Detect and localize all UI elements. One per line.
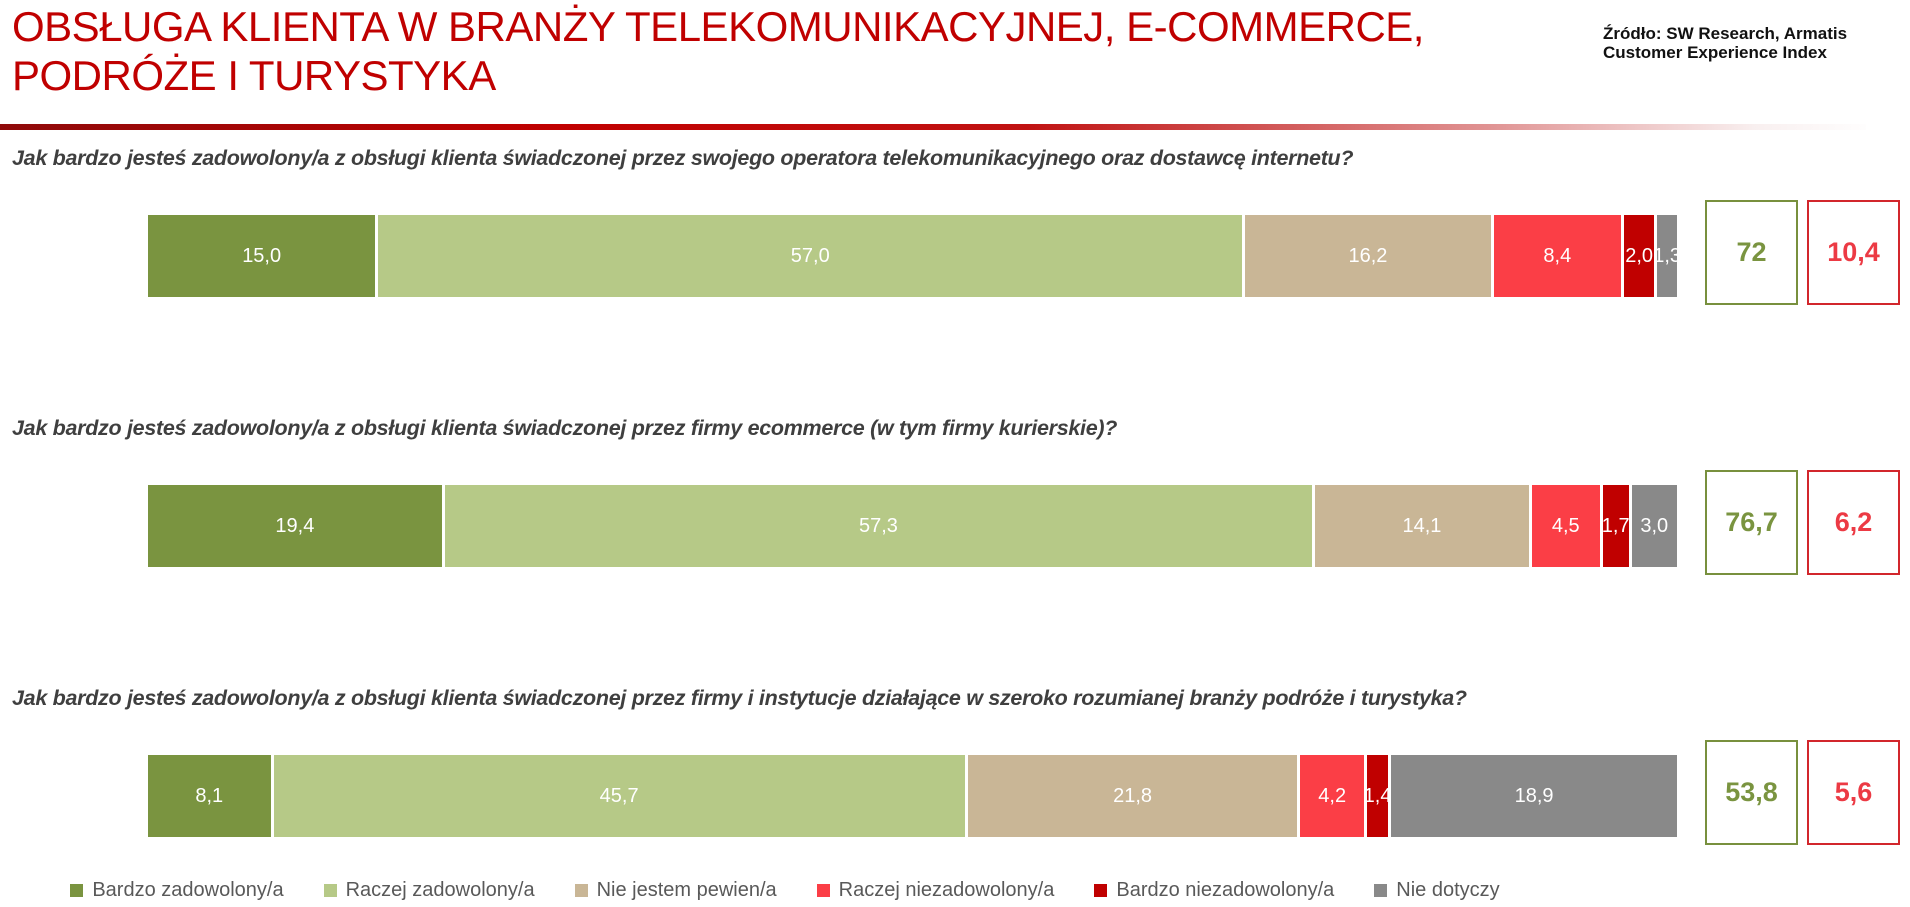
legend-label: Raczej zadowolony/a	[345, 878, 535, 901]
negative-summary-value: 6,2	[1834, 507, 1873, 537]
bar-segment-bardzo-zadowolony: 8,1	[148, 755, 271, 837]
chart-row: Jak bardzo jesteś zadowolony/a z obsługi…	[0, 686, 1910, 907]
positive-summary-value: 53,8	[1725, 777, 1778, 807]
segment-value-label: 18,9	[1514, 784, 1554, 807]
segment-value-label: 4,2	[1318, 784, 1347, 807]
segment-value-label: 57,3	[859, 514, 898, 537]
source-note-line2: Customer Experience Index	[1603, 43, 1827, 62]
legend-label: Bardzo niezadowolony/a	[1116, 878, 1335, 901]
bar-segment-bardzo-zadowolony: 19,4	[148, 485, 442, 567]
page-title-line1: OBSŁUGA KLIENTA W BRANŻY TELEKOMUNIKACYJ…	[12, 3, 1424, 50]
negative-summary-value: 5,6	[1834, 777, 1873, 807]
source-note-line1: Źródło: SW Research, Armatis	[1603, 24, 1848, 43]
segment-value-label: 1,4	[1363, 784, 1392, 807]
negative-score-box: 10,4	[1807, 200, 1900, 305]
bar-segment-bardzo-niezadowolony: 1,4	[1364, 755, 1391, 837]
legend-swatch-raczej-zadowolony	[323, 883, 337, 897]
legend-item-bardzo-zadowolony: Bardzo zadowolony/a	[70, 878, 284, 902]
segment-value-label: 57,0	[790, 244, 830, 267]
stacked-bar: 8,1 45,7 21,8 4,2 1,4 18,9	[148, 755, 1677, 837]
legend-label: Nie jestem pewien/a	[596, 878, 777, 901]
legend-item-nie-dotyczy: Nie dotyczy	[1374, 878, 1500, 902]
bar-segment-bardzo-niezadowolony: 1,7	[1601, 485, 1630, 567]
positive-score-box: 53,8	[1705, 740, 1798, 845]
segment-value-label: 1,7	[1601, 514, 1630, 537]
bar-segment-nie-dotyczy: 3,0	[1631, 485, 1677, 567]
bar-segment-bardzo-zadowolony: 15,0	[148, 215, 376, 297]
legend-swatch-bardzo-niezadowolony	[1094, 883, 1108, 897]
legend-swatch-nie-jestem-pewien	[574, 883, 588, 897]
bar-segment-nie-jestem-pewien: 16,2	[1245, 215, 1491, 297]
bar-segment-nie-jestem-pewien: 14,1	[1315, 485, 1529, 567]
bar-segment-raczej-niezadowolony: 8,4	[1493, 215, 1621, 297]
legend-label: Raczej niezadowolony/a	[838, 878, 1055, 901]
segment-value-label: 1,3	[1653, 244, 1682, 267]
bar-segment-raczej-zadowolony: 57,3	[444, 485, 1313, 567]
red-divider	[0, 124, 1866, 130]
positive-summary-value: 76,7	[1725, 507, 1778, 537]
segment-value-label: 8,1	[195, 784, 224, 807]
segment-value-label: 3,0	[1640, 514, 1669, 537]
bar-segment-raczej-zadowolony: 57,0	[378, 215, 1243, 297]
legend-item-bardzo-niezadowolony: Bardzo niezadowolony/a	[1094, 879, 1334, 902]
legend-item-raczej-zadowolony: Raczej zadowolony/a	[323, 878, 535, 902]
segment-value-label: 45,7	[599, 784, 639, 807]
segment-value-label: 4,5	[1551, 514, 1580, 537]
segment-value-label: 2,0	[1625, 244, 1654, 267]
question-title: Jak bardzo jesteś zadowolony/a z obsługi…	[12, 416, 1118, 440]
bar-segment-raczej-niezadowolony: 4,5	[1531, 485, 1600, 567]
stacked-bar: 15,0 57,0 16,2 8,4 2,0 1,3	[148, 215, 1681, 297]
chart-legend: Bardzo zadowolony/a Raczej zadowolony/a Ni…	[0, 876, 1570, 904]
source-note: Źródło: SW Research, Armatis Customer Ex…	[1603, 24, 1903, 62]
negative-summary-value: 10,4	[1827, 237, 1880, 267]
bar-segment-raczej-zadowolony: 45,7	[273, 755, 965, 837]
positive-score-box: 72	[1705, 200, 1798, 305]
legend-swatch-raczej-niezadowolony	[816, 883, 830, 897]
bar-segment-raczej-niezadowolony: 4,2	[1300, 755, 1364, 837]
bar-segment-nie-dotyczy: 18,9	[1391, 755, 1677, 837]
legend-swatch-nie-dotyczy	[1374, 883, 1388, 897]
bar-segment-nie-dotyczy: 1,3	[1653, 215, 1681, 297]
page-title: OBSŁUGA KLIENTA W BRANŻY TELEKOMUNIKACYJ…	[12, 2, 1424, 100]
legend-item-nie-jestem-pewien: Nie jestem pewien/a	[574, 878, 777, 902]
legend-swatch-bardzo-zadowolony	[70, 883, 84, 897]
chart-row: Jak bardzo jesteś zadowolony/a z obsługi…	[0, 146, 1910, 376]
segment-value-label: 15,0	[242, 244, 282, 267]
question-title: Jak bardzo jesteś zadowolony/a z obsługi…	[12, 146, 1354, 170]
legend-item-raczej-niezadowolony: Raczej niezadowolony/a	[816, 878, 1055, 902]
chart-row: Jak bardzo jesteś zadowolony/a z obsługi…	[0, 416, 1910, 646]
page-title-line2: PODRÓŻE I TURYSTYKA	[12, 52, 496, 99]
negative-score-box: 6,2	[1807, 470, 1900, 575]
segment-value-label: 21,8	[1113, 784, 1153, 807]
positive-score-box: 76,7	[1705, 470, 1798, 575]
bar-segment-nie-jestem-pewien: 21,8	[967, 755, 1298, 837]
positive-summary-value: 72	[1736, 237, 1767, 267]
question-title: Jak bardzo jesteś zadowolony/a z obsługi…	[12, 686, 1467, 710]
segment-value-label: 14,1	[1402, 514, 1442, 537]
segment-value-label: 8,4	[1543, 244, 1572, 267]
bar-segment-bardzo-niezadowolony: 2,0	[1623, 215, 1655, 297]
stacked-bar: 19,4 57,3 14,1 4,5 1,7 3,0	[148, 485, 1677, 567]
negative-score-box: 5,6	[1807, 740, 1900, 845]
segment-value-label: 19,4	[275, 514, 315, 537]
legend-label: Nie dotyczy	[1396, 878, 1500, 901]
segment-value-label: 16,2	[1348, 244, 1388, 267]
legend-label: Bardzo zadowolony/a	[92, 878, 284, 901]
